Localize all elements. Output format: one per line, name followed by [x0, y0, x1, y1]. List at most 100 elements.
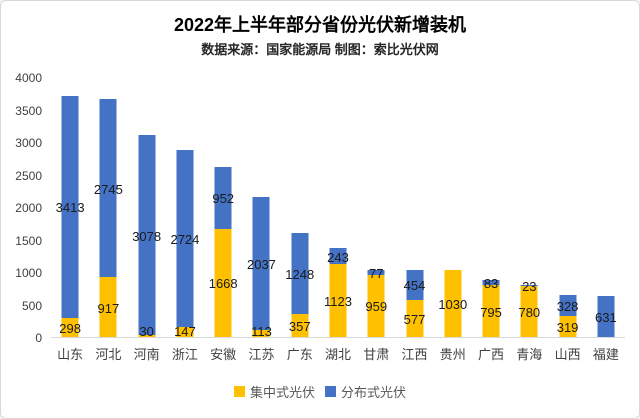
- bar-segment[interactable]: [176, 150, 194, 328]
- data-label: 1123: [324, 294, 352, 309]
- chart-title: 2022年上半年部分省份光伏新增装机: [173, 15, 467, 35]
- y-axis-tick-label: 2500: [15, 168, 42, 183]
- bar-segment[interactable]: [482, 279, 500, 286]
- legend-item[interactable]: 分布式光伏: [325, 382, 406, 401]
- bar-segment[interactable]: [99, 98, 117, 278]
- data-label: 113: [251, 323, 272, 339]
- data-label: 147: [174, 323, 196, 339]
- bar-segment[interactable]: [252, 329, 270, 337]
- data-label: 1030: [438, 297, 468, 313]
- bar-segment[interactable]: [482, 285, 500, 337]
- bar-column: 30 3078 河南: [128, 78, 166, 362]
- x-axis-category-label: 浙江: [171, 347, 198, 362]
- y-axis-tick-label: 4000: [15, 71, 42, 85]
- bar-column: 113 2037 江苏: [242, 78, 280, 362]
- bar-column: 959 77 甘肃: [357, 78, 395, 362]
- data-label: 2037: [246, 256, 276, 272]
- data-label: 3413: [55, 200, 85, 216]
- bar-column: 917 2745 河北: [89, 78, 127, 362]
- y-axis-tick-label: 3500: [15, 103, 42, 118]
- x-axis-category-label: 湖北: [324, 347, 351, 362]
- bar-column: 795 83 广西: [472, 78, 510, 362]
- legend-swatch-icon: [325, 386, 336, 397]
- data-label: 1248: [285, 266, 315, 282]
- legend: 集中式光伏 分布式光伏: [1, 382, 639, 401]
- chart-subtitle: 数据来源：国家能源局 制图：索比光伏网: [201, 42, 439, 57]
- bar-segment[interactable]: [559, 294, 577, 317]
- x-axis-category-label: 甘肃: [363, 347, 390, 362]
- x-axis-category-label: 河南: [133, 347, 160, 362]
- bar-column: 1668 952 安徽: [204, 78, 242, 362]
- legend-swatch-icon: [233, 386, 245, 397]
- bar-segment[interactable]: [520, 286, 538, 337]
- bar-column: 1123 243 湖北: [319, 78, 357, 362]
- bar-segment[interactable]: [61, 317, 79, 337]
- data-label: 23: [522, 279, 537, 295]
- data-label: 2724: [170, 232, 200, 248]
- bar-segment[interactable]: [61, 95, 79, 318]
- x-axis-category-label: 贵州: [439, 347, 466, 362]
- data-label: 631: [594, 309, 617, 325]
- y-axis-tick-label: 500: [21, 298, 42, 313]
- y-axis-tick-label: 2000: [15, 201, 42, 215]
- y-axis-tick-label: 3000: [15, 136, 42, 150]
- bar-segment[interactable]: [559, 316, 577, 337]
- bar-segment[interactable]: [406, 270, 424, 300]
- data-label: 77: [369, 265, 384, 281]
- y-axis-tick-label: 0: [35, 331, 42, 345]
- data-label: 1668: [208, 276, 238, 292]
- x-axis-category-label: 广西: [478, 347, 505, 362]
- x-axis-category-label: 青海: [516, 347, 543, 362]
- bar-segment[interactable]: [329, 264, 347, 337]
- x-axis-category-label: 广东: [286, 347, 313, 362]
- bar-column: 577 454 江西: [395, 78, 433, 362]
- x-axis-category-label: 河北: [95, 347, 122, 362]
- x-axis-category-label: 安徽: [210, 347, 237, 362]
- data-label: 795: [480, 304, 502, 320]
- x-axis-category-label: 江西: [401, 347, 428, 362]
- bar-segment[interactable]: [444, 270, 462, 337]
- data-label: 357: [288, 318, 311, 334]
- bar-segment[interactable]: [367, 274, 385, 337]
- bar-segment[interactable]: [597, 296, 615, 337]
- data-label: 319: [556, 320, 579, 336]
- bar-segment[interactable]: [520, 284, 538, 287]
- bar-segment[interactable]: [252, 197, 270, 330]
- legend-item[interactable]: 集中式光伏: [233, 382, 315, 401]
- bar-column: 1030 贵州: [434, 78, 472, 362]
- bar-segment[interactable]: [99, 277, 117, 337]
- bar-segment[interactable]: [214, 228, 232, 337]
- bar-column: 780 23 青海: [510, 78, 548, 362]
- bar-segment[interactable]: [367, 269, 385, 275]
- legend-label: 分布式光伏: [341, 385, 407, 400]
- legend-label: 集中式光伏: [249, 385, 315, 400]
- data-label: 2745: [93, 181, 123, 197]
- bar-column: 631 福建: [587, 78, 625, 362]
- data-label: 780: [518, 305, 541, 321]
- bar-segment[interactable]: [176, 327, 194, 337]
- bar-segment[interactable]: [406, 299, 424, 337]
- y-axis: 0 500 1000 1500 2000 2500 3000 3500 4000: [1, 71, 46, 345]
- data-label: 959: [365, 299, 388, 315]
- bar-column: 298 3413 山东: [51, 78, 89, 362]
- bar-segment[interactable]: [329, 248, 347, 265]
- bar-segment[interactable]: [291, 232, 309, 314]
- data-label: 243: [327, 249, 349, 265]
- bar-segment[interactable]: [138, 135, 156, 336]
- x-axis-category-label: 福建: [592, 347, 619, 362]
- x-axis-category-label: 山西: [554, 347, 581, 362]
- bar-column: 357 1248 广东: [281, 78, 319, 362]
- x-axis-category-label: 江苏: [248, 347, 275, 362]
- data-label: 3078: [132, 228, 162, 244]
- data-label: 83: [483, 276, 499, 292]
- data-label: 298: [59, 320, 81, 336]
- bar-segment[interactable]: [291, 313, 309, 337]
- data-label: 30: [139, 323, 154, 339]
- plot-area: 298 3413 山东 917 2745 河北 30 3078 河南 147 2724 浙江 1668 9…: [51, 78, 625, 362]
- bar-segment[interactable]: [138, 335, 156, 337]
- data-label: 577: [403, 311, 426, 327]
- bar-segment[interactable]: [214, 166, 232, 229]
- data-label: 952: [212, 191, 235, 207]
- data-label: 328: [556, 299, 579, 315]
